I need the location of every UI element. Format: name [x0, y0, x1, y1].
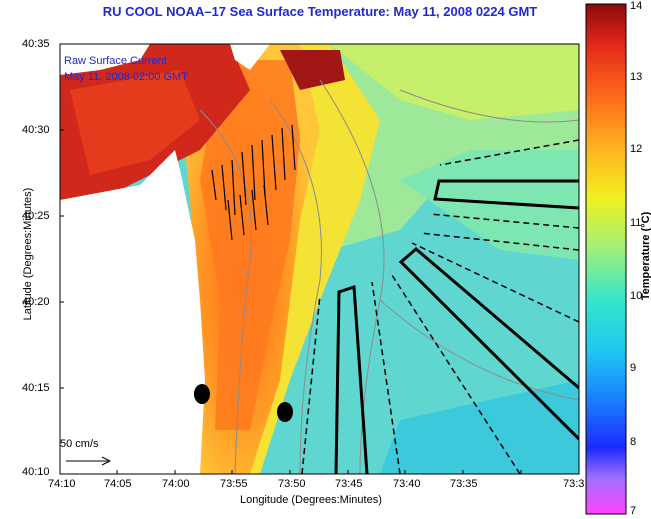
sst-field [60, 44, 579, 474]
x-tick: 73:50 [278, 478, 306, 490]
colorbar-tick: 9 [630, 362, 637, 374]
x-tick: 74:10 [48, 478, 76, 490]
colorbar-tick: 10 [630, 290, 643, 302]
colorbar-tick: 14 [630, 0, 643, 12]
x-axis-title: Longitude (Degrees:Minutes) [240, 494, 382, 506]
colorbar-tick: 7 [630, 505, 637, 517]
plot-frame [59, 43, 580, 475]
current-vectors [211, 124, 296, 241]
colorbar-tick: 12 [630, 143, 643, 155]
y-tick: 40:15 [22, 382, 50, 394]
y-tick: 40:25 [22, 210, 50, 222]
buoy-marker [194, 384, 210, 404]
y-tick: 40:30 [22, 124, 50, 136]
x-tick: 73:35 [450, 478, 478, 490]
x-tick: 73:45 [335, 478, 363, 490]
x-tick: 74:00 [162, 478, 190, 490]
x-tick: 73:55 [220, 478, 248, 490]
legend-line-2: May 11, 2008 02:00 GMT [64, 71, 188, 83]
y-tick: 40:10 [22, 466, 50, 478]
x-tick: 73:40 [393, 478, 421, 490]
legend-line-1: Raw Surface Current [64, 55, 167, 67]
scale-label: 50 cm/s [60, 438, 99, 450]
map-title: RU COOL NOAA–17 Sea Surface Temperature:… [102, 4, 538, 19]
y-axis-title: Latitude (Degrees:Minutes) [22, 187, 34, 321]
y-tick: 40:20 [22, 296, 50, 308]
colorbar [585, 3, 627, 515]
colorbar-tick: 13 [630, 71, 643, 83]
x-tick: 74:05 [104, 478, 132, 490]
buoy-marker [277, 402, 293, 422]
colorbar-tick: 8 [630, 436, 637, 448]
x-tick: 73:3 [563, 478, 585, 490]
y-tick: 40:35 [22, 38, 50, 50]
colorbar-title: Temperature (°C) [640, 211, 651, 301]
colorbar-tick: 11 [630, 217, 642, 229]
